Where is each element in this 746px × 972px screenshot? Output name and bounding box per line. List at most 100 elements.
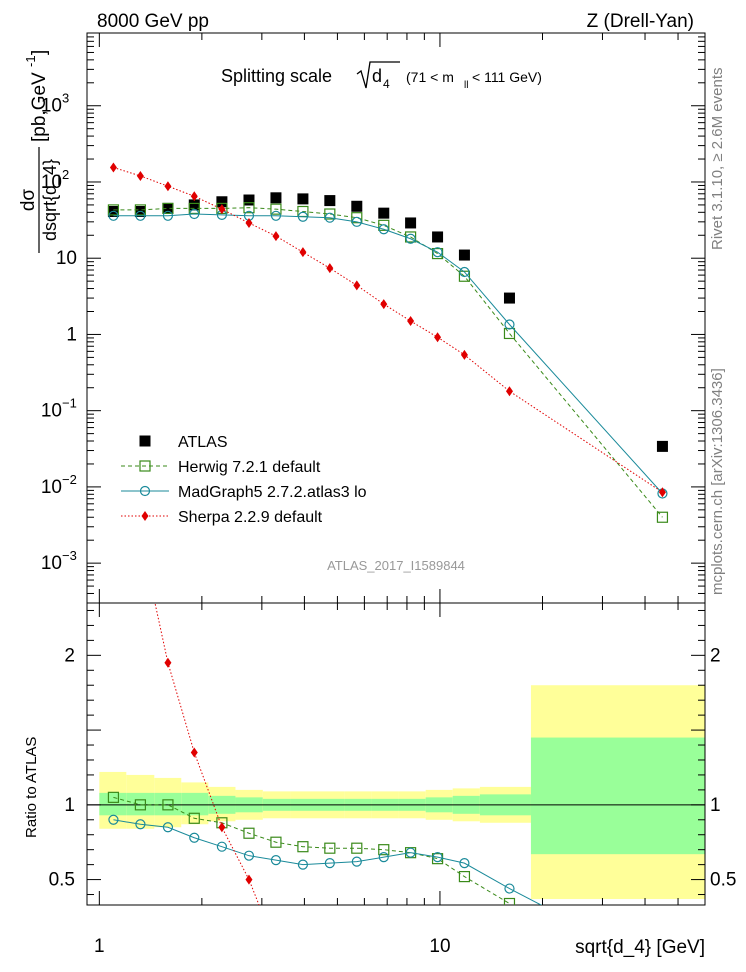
ratio-tick-label-right: 0.5 bbox=[710, 870, 736, 891]
point-madgraph bbox=[297, 211, 309, 222]
y-tick-label-exponent: −2 bbox=[62, 472, 77, 487]
ratio-point-herwig bbox=[458, 870, 471, 883]
series-herwig bbox=[107, 202, 669, 523]
ratio-tick-label-right: 1 bbox=[710, 795, 721, 816]
legend: ATLAS Herwig 7.2.1 default MadGraph5 2.7.2… bbox=[121, 434, 367, 526]
point-sherpa bbox=[272, 231, 280, 242]
point-madgraph bbox=[432, 247, 443, 258]
legend-label-sherpa: Sherpa 2.2.9 default bbox=[178, 509, 323, 526]
point-herwig bbox=[458, 270, 471, 282]
point-atlas bbox=[351, 200, 363, 212]
ratio-point-herwig bbox=[270, 836, 282, 848]
y-tick-label-exponent: −3 bbox=[62, 548, 77, 563]
point-herwig bbox=[431, 247, 444, 260]
y-axis-label-main: dσ dsqrt{d_4} [pb,GeV -1 ] bbox=[18, 50, 61, 253]
ratio-tick-label-left: 2 bbox=[64, 645, 75, 666]
y-tick-label-exponent: −1 bbox=[62, 396, 77, 411]
ratio-point-madgraph bbox=[162, 822, 174, 833]
ratio-point-herwig bbox=[297, 841, 309, 853]
point-madgraph bbox=[405, 233, 416, 244]
point-madgraph bbox=[324, 212, 335, 223]
main-series bbox=[107, 162, 669, 523]
ratio-band-inner bbox=[126, 792, 155, 816]
y-tick-label: 10 bbox=[41, 477, 62, 498]
point-madgraph bbox=[351, 216, 362, 227]
point-sherpa bbox=[434, 332, 442, 343]
legend-label-herwig: Herwig 7.2.1 default bbox=[178, 459, 321, 476]
ylabel-unit-close: ] bbox=[29, 50, 50, 55]
y-axis-label-ratio: Ratio to ATLAS bbox=[23, 737, 40, 838]
point-herwig bbox=[134, 204, 147, 216]
ratio-tick-label-right: 2 bbox=[710, 645, 721, 666]
ratio-line-sherpa bbox=[154, 603, 260, 905]
point-madgraph bbox=[162, 210, 174, 221]
ratio-point-herwig bbox=[503, 897, 516, 905]
ratio-tick-label-left: 0.5 bbox=[49, 870, 75, 891]
series-madgraph bbox=[108, 208, 668, 499]
point-sherpa bbox=[353, 280, 361, 291]
legend-item-madgraph: MadGraph5 2.7.2.atlas3 lo bbox=[121, 484, 367, 501]
point-madgraph bbox=[459, 266, 470, 278]
ratio-point-madgraph bbox=[270, 855, 282, 866]
point-herwig bbox=[270, 203, 282, 215]
point-sherpa bbox=[164, 181, 172, 192]
point-sherpa bbox=[380, 299, 388, 310]
ratio-band-inner bbox=[99, 792, 127, 816]
ratio-point-sherpa bbox=[190, 747, 198, 758]
ratio-panel-frame bbox=[86, 33, 706, 906]
point-atlas bbox=[216, 196, 228, 208]
y-tick-label: 10 bbox=[41, 96, 62, 117]
point-herwig bbox=[107, 204, 120, 216]
y-tick-label-exponent: 2 bbox=[62, 167, 69, 182]
title-range: (71 < m bbox=[406, 69, 454, 85]
y-tick-label: 1 bbox=[66, 324, 77, 345]
ratio-point-herwig bbox=[107, 791, 120, 803]
analysis-id: ATLAS_2017_I1589844 bbox=[327, 558, 465, 573]
point-herwig bbox=[243, 202, 255, 214]
ratio-point-herwig bbox=[324, 842, 336, 854]
point-atlas bbox=[458, 249, 470, 261]
legend-item-herwig: Herwig 7.2.1 default bbox=[121, 459, 321, 476]
legend-label-madgraph: MadGraph5 2.7.2.atlas3 lo bbox=[178, 484, 367, 501]
ratio-point-herwig bbox=[378, 844, 390, 856]
ratio-tick-label-left: 1 bbox=[64, 795, 75, 816]
point-atlas bbox=[162, 202, 174, 214]
point-atlas bbox=[324, 195, 336, 207]
ratio-point-herwig bbox=[243, 827, 255, 839]
point-herwig bbox=[656, 511, 669, 523]
series-line-herwig bbox=[113, 207, 663, 518]
point-sherpa bbox=[460, 349, 468, 360]
x-axis-label: sqrt{d_4} [GeV] bbox=[575, 937, 705, 958]
ratio-line-herwig bbox=[113, 796, 510, 904]
x-tick-label: 10 bbox=[429, 936, 450, 957]
point-sherpa bbox=[136, 170, 144, 181]
ratio-point-madgraph bbox=[189, 832, 200, 843]
point-atlas bbox=[503, 292, 515, 304]
point-atlas bbox=[432, 231, 444, 243]
legend-item-atlas: ATLAS bbox=[139, 434, 228, 451]
point-sherpa bbox=[218, 204, 226, 215]
ratio-point-madgraph bbox=[324, 858, 335, 869]
legend-marker-sherpa bbox=[141, 511, 149, 521]
legend-label-atlas: ATLAS bbox=[178, 434, 228, 451]
point-madgraph bbox=[270, 210, 282, 221]
ylabel-unit: [pb,GeV bbox=[29, 72, 50, 142]
point-herwig bbox=[351, 212, 363, 224]
y-tick-label: 10 bbox=[56, 248, 77, 269]
point-atlas bbox=[297, 193, 309, 205]
point-atlas bbox=[243, 194, 255, 206]
point-sherpa bbox=[658, 487, 666, 498]
point-atlas bbox=[188, 199, 200, 211]
point-atlas bbox=[378, 207, 390, 219]
ratio-line-madgraph bbox=[113, 819, 543, 905]
mcplots-label: mcplots.cern.ch [arXiv:1306.3436] bbox=[709, 368, 726, 595]
rivet-version-label: Rivet 3.1.10, ≥ 2.6M events bbox=[709, 68, 726, 251]
ylabel-unit-sup: -1 bbox=[23, 55, 38, 67]
point-sherpa bbox=[407, 316, 415, 327]
title-symbol-sub: 4 bbox=[383, 77, 390, 91]
ratio-point-sherpa bbox=[164, 657, 172, 668]
header-left: 8000 GeV pp bbox=[97, 11, 209, 32]
ratio-band-inner bbox=[181, 792, 209, 816]
y-tick-label: 10 bbox=[41, 553, 62, 574]
plot-title: Splitting scale d 4 (71 < m ll < 111 GeV… bbox=[221, 61, 542, 91]
